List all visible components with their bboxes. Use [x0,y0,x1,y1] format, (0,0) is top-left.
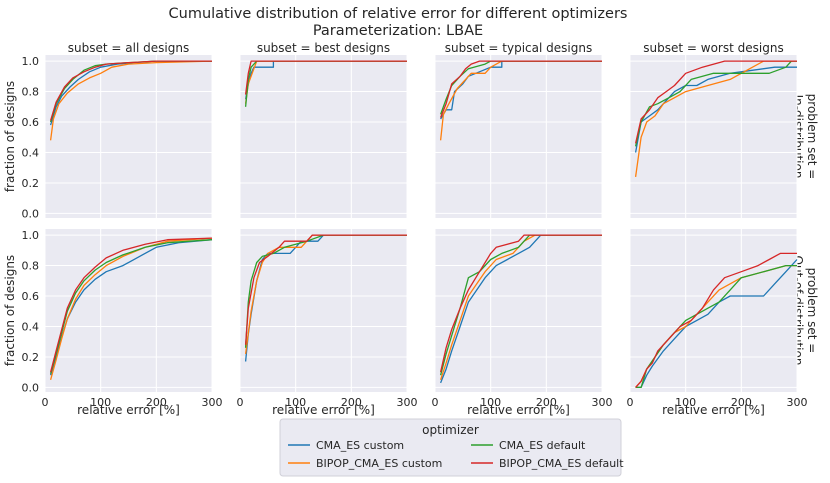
series-line-bipop-cma-es-default [635,252,797,388]
x-tick-label: 200 [731,396,752,409]
x-tick-label: 300 [592,396,613,409]
column-header: subset = all designs [68,41,189,55]
x-tick-label: 300 [397,396,418,409]
x-tick-label: 100 [90,396,111,409]
y-tick-label: 0.0 [22,381,40,394]
y-tick-label: 0.4 [22,146,40,159]
row-label-line1: problem set = [805,94,819,180]
x-tick-label: 200 [341,396,362,409]
y-tick-label: 0.4 [22,320,40,333]
column-header: subset = typical designs [445,41,592,55]
series-line-bipop-cma-es-custom [634,60,797,177]
column-header: subset = worst designs [643,41,783,55]
x-tick-label: 0 [627,396,634,409]
y-tick-label: 0.8 [22,260,40,273]
x-tick-label: 300 [202,396,223,409]
panel-background [45,55,212,218]
series-line-bipop-cma-es-default [49,60,212,121]
y-tick-label: 0.2 [22,177,40,190]
x-tick-label: 0 [432,396,439,409]
x-axis-label: relative error [%] [272,403,375,417]
x-axis-label: relative error [%] [467,403,570,417]
panel-0-3 [629,55,798,218]
panel-0-1 [239,55,408,218]
y-tick-label: 0.6 [22,290,40,303]
series-line-bipop-cma-es-default [634,60,797,144]
legend: optimizer CMA_ES custom CMA_ES default BIPO… [279,418,624,477]
panel-1-1: 0 100 200 300 [237,229,418,409]
y-tick-label: 0.8 [22,86,40,99]
x-tick-label: 200 [536,396,557,409]
x-tick-label: 100 [675,396,696,409]
panel-1-0: 0.0 0.2 0.4 0.6 0.8 1.0 0 100 200 300 [22,229,223,409]
series-line-cma-es-custom [634,66,797,153]
panel-background [45,229,212,392]
y-tick-label: 0.2 [22,351,40,364]
x-axis-label: relative error [%] [662,403,765,417]
panel-background [435,55,602,218]
chart-subtitle: Parameterization: LBAE [313,23,483,39]
y-tick-label: 1.0 [22,55,40,68]
series-line-bipop-cma-es-custom [49,60,213,141]
y-axis-label-text: fraction of designs [3,81,17,192]
series-line-bipop-cma-es-default [49,237,213,373]
x-tick-label: 0 [42,396,49,409]
series-line-cma-es-custom [635,259,798,389]
panel-1-3: 0 100 200 300 [627,229,808,409]
x-tick-label: 100 [480,396,501,409]
row-label-line1: problem set = [805,268,819,354]
panel-0-2 [434,55,603,218]
x-tick-label: 300 [787,396,808,409]
series-line-cma-es-default [244,234,407,348]
legend-label-cma-es-custom: CMA_ES custom [316,439,404,452]
y-tick-label: 1.0 [22,229,40,242]
panel-background [630,55,797,218]
panel-0-0: 0.0 0.2 0.4 0.6 0.8 1.0 [22,55,213,220]
x-axis-label: relative error [%] [77,403,180,417]
legend-box [279,418,622,477]
series-line-bipop-cma-es-default [439,60,602,118]
x-tick-label: 100 [285,396,306,409]
series-line-cma-es-default [634,60,797,147]
panels-layer: subset = all designs subset = best design… [3,41,819,417]
series-line-bipop-cma-es-custom [439,60,602,141]
y-axis-label-text: fraction of designs [3,255,17,366]
x-tick-label: 0 [237,396,244,409]
y-tick-label: 0.0 [22,207,40,220]
y-tick-label: 0.6 [22,116,40,129]
legend-label-bipop-cma-es-default: BIPOP_CMA_ES default [499,457,624,470]
series-line-bipop-cma-es-custom [439,234,602,381]
chart-title: Cumulative distribution of relative erro… [169,6,628,22]
series-line-bipop-cma-es-default [439,234,602,373]
y-axis-label: fraction of designs [3,81,17,192]
series-line-cma-es-default [49,239,213,374]
column-header: subset = best designs [257,41,390,55]
panel-background [630,229,797,392]
panel-background [240,229,407,392]
y-axis-label: fraction of designs [3,255,17,366]
legend-label-cma-es-default: CMA_ES default [499,439,586,452]
x-tick-label: 200 [146,396,167,409]
panel-1-2: 0 100 200 300 [432,229,613,409]
series-line-bipop-cma-es-default [244,234,407,345]
series-line-cma-es-custom [439,234,602,384]
legend-title: optimizer [422,423,479,437]
panel-background [240,55,407,218]
series-line-bipop-cma-es-default [244,60,407,95]
legend-label-bipop-cma-es-custom: BIPOP_CMA_ES custom [316,457,442,470]
